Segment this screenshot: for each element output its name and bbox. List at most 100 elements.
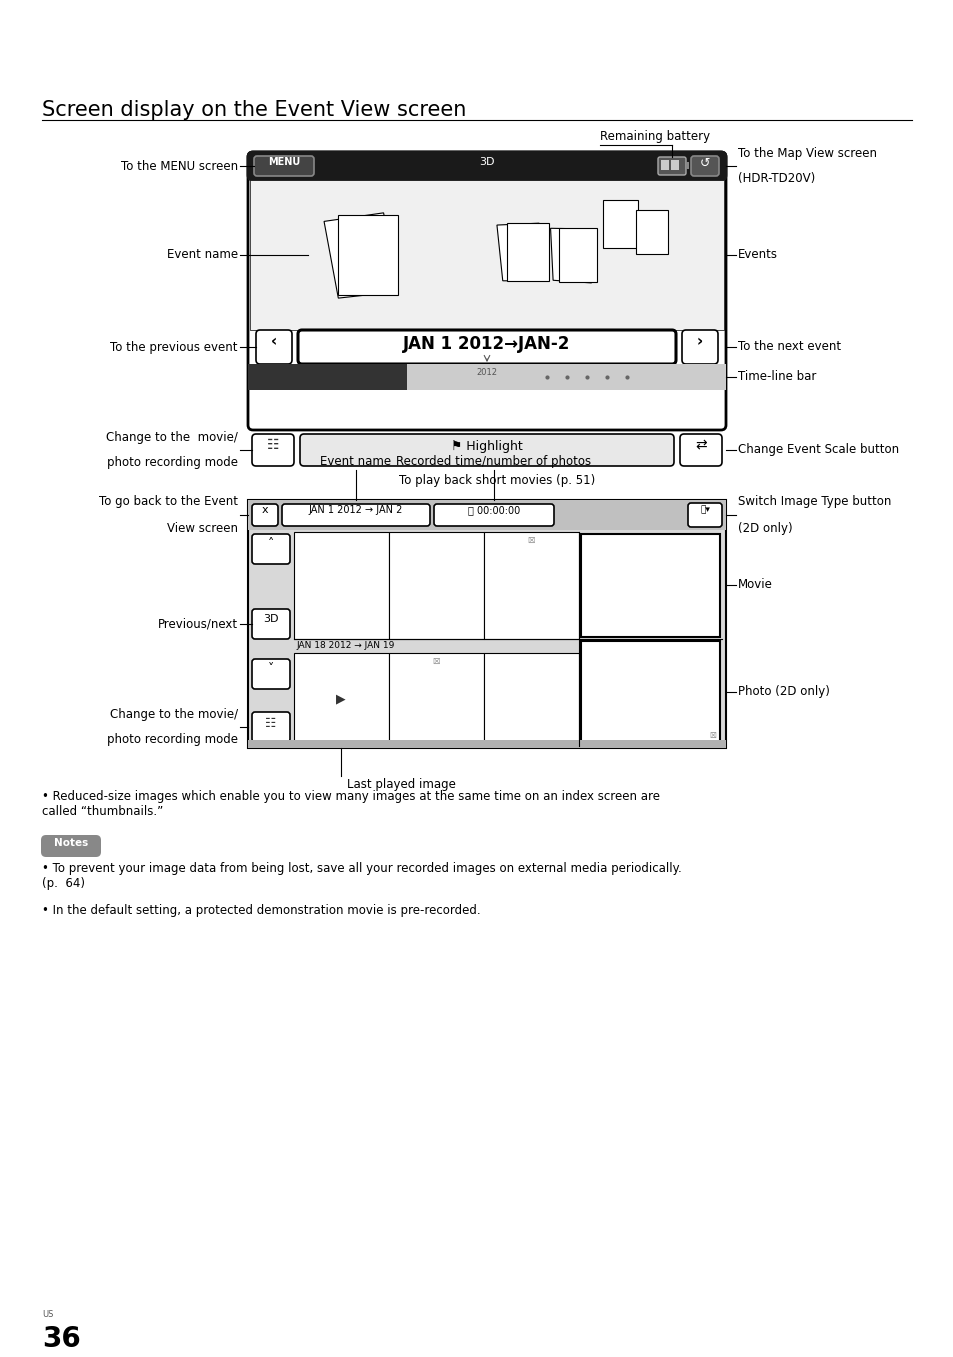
FancyBboxPatch shape: [252, 712, 290, 742]
Text: Event name: Event name: [167, 248, 237, 262]
Text: Movie: Movie: [738, 578, 772, 592]
Text: To the next event: To the next event: [738, 341, 841, 354]
Text: ☒: ☒: [432, 657, 439, 666]
Text: photo recording mode: photo recording mode: [107, 733, 237, 746]
Text: To the MENU screen: To the MENU screen: [121, 160, 237, 172]
Text: Previous/next: Previous/next: [157, 617, 237, 631]
Polygon shape: [337, 214, 397, 294]
Text: Screen display on the Event View screen: Screen display on the Event View screen: [42, 100, 466, 119]
Text: 2012: 2012: [476, 368, 497, 377]
Text: MENU: MENU: [268, 157, 300, 167]
Text: Last played image: Last played image: [346, 778, 455, 791]
Bar: [294, 532, 389, 639]
Bar: [248, 499, 725, 531]
Text: 3D: 3D: [263, 613, 278, 624]
Text: x: x: [261, 505, 268, 516]
Text: Remaining battery: Remaining battery: [599, 130, 709, 142]
Text: ☒: ☒: [708, 731, 716, 740]
Bar: [483, 653, 578, 746]
Text: Switch Image Type button: Switch Image Type button: [738, 495, 890, 508]
Bar: [294, 653, 389, 746]
Text: ☒: ☒: [527, 536, 535, 546]
Text: Change to the movie/: Change to the movie/: [110, 708, 237, 721]
FancyBboxPatch shape: [282, 503, 430, 527]
Text: ⌸ 00:00:00: ⌸ 00:00:00: [467, 505, 519, 516]
Text: JAN 18 2012 → JAN 19: JAN 18 2012 → JAN 19: [295, 641, 394, 650]
Text: JAN 1 2012→JAN-2: JAN 1 2012→JAN-2: [403, 335, 570, 353]
Bar: [685, 161, 688, 170]
Bar: [483, 532, 578, 639]
FancyBboxPatch shape: [681, 330, 718, 364]
Text: 36: 36: [42, 1324, 81, 1353]
Text: ˄: ˄: [268, 537, 274, 550]
Text: ☷: ☷: [267, 438, 279, 452]
Text: ˅: ˅: [268, 662, 274, 674]
Text: (HDR-TD20V): (HDR-TD20V): [738, 172, 815, 185]
Text: Notes: Notes: [53, 839, 88, 848]
FancyBboxPatch shape: [297, 330, 676, 364]
Bar: [248, 364, 725, 389]
Polygon shape: [324, 213, 397, 299]
Text: ☷: ☷: [265, 716, 276, 730]
Bar: [389, 653, 483, 746]
FancyBboxPatch shape: [687, 503, 721, 527]
Text: photo recording mode: photo recording mode: [107, 456, 237, 470]
FancyBboxPatch shape: [690, 156, 719, 176]
Bar: [580, 641, 720, 744]
Text: (2D only): (2D only): [738, 522, 792, 535]
Text: View screen: View screen: [167, 522, 237, 535]
Text: Event name: Event name: [320, 455, 391, 468]
FancyBboxPatch shape: [41, 835, 101, 858]
Text: To the previous event: To the previous event: [111, 341, 237, 354]
Bar: [248, 152, 725, 180]
Text: ›: ›: [696, 334, 702, 349]
Polygon shape: [550, 228, 591, 282]
Bar: [636, 210, 667, 254]
Text: To the Map View screen: To the Map View screen: [738, 147, 876, 160]
Text: ⚑ Highlight: ⚑ Highlight: [451, 440, 522, 453]
Text: • To prevent your image data from being lost, save all your recorded images on e: • To prevent your image data from being …: [42, 862, 681, 890]
Text: To play back short movies (p. 51): To play back short movies (p. 51): [398, 474, 595, 487]
Text: ⎙▾: ⎙▾: [700, 505, 709, 514]
Text: Change to the  movie/: Change to the movie/: [106, 432, 237, 444]
Bar: [250, 180, 723, 330]
Bar: [248, 499, 725, 748]
Text: US: US: [42, 1310, 53, 1319]
FancyBboxPatch shape: [252, 660, 290, 689]
Polygon shape: [506, 223, 548, 281]
FancyBboxPatch shape: [252, 503, 277, 527]
Bar: [248, 740, 725, 748]
Text: 3D: 3D: [478, 157, 495, 167]
Text: • Reduced-size images which enable you to view many images at the same time on a: • Reduced-size images which enable you t…: [42, 790, 659, 818]
FancyBboxPatch shape: [658, 157, 685, 175]
Text: ⇄: ⇄: [695, 438, 706, 452]
Bar: [389, 532, 483, 639]
FancyBboxPatch shape: [679, 434, 721, 465]
Text: Recorded time/number of photos: Recorded time/number of photos: [396, 455, 591, 468]
Text: To go back to the Event: To go back to the Event: [99, 495, 237, 508]
FancyBboxPatch shape: [255, 330, 292, 364]
Text: Photo (2D only): Photo (2D only): [738, 685, 829, 699]
Bar: [248, 364, 407, 389]
FancyBboxPatch shape: [299, 434, 673, 465]
FancyBboxPatch shape: [252, 535, 290, 565]
Text: ↺: ↺: [699, 157, 709, 170]
FancyBboxPatch shape: [434, 503, 554, 527]
Bar: [660, 160, 668, 170]
Polygon shape: [558, 228, 597, 282]
FancyBboxPatch shape: [252, 609, 290, 639]
Bar: [602, 199, 638, 248]
Polygon shape: [497, 223, 544, 281]
Text: JAN 1 2012 → JAN 2: JAN 1 2012 → JAN 2: [309, 505, 403, 516]
Text: Time-line bar: Time-line bar: [738, 370, 816, 384]
Text: ‹: ‹: [271, 334, 276, 349]
Text: • In the default setting, a protected demonstration movie is pre-recorded.: • In the default setting, a protected de…: [42, 904, 480, 917]
Text: Change Event Scale button: Change Event Scale button: [738, 444, 898, 456]
FancyBboxPatch shape: [248, 152, 725, 430]
Text: Events: Events: [738, 248, 778, 262]
FancyBboxPatch shape: [253, 156, 314, 176]
Bar: [580, 535, 720, 636]
Bar: [670, 160, 679, 170]
Text: ▶: ▶: [335, 692, 345, 706]
FancyBboxPatch shape: [252, 434, 294, 465]
